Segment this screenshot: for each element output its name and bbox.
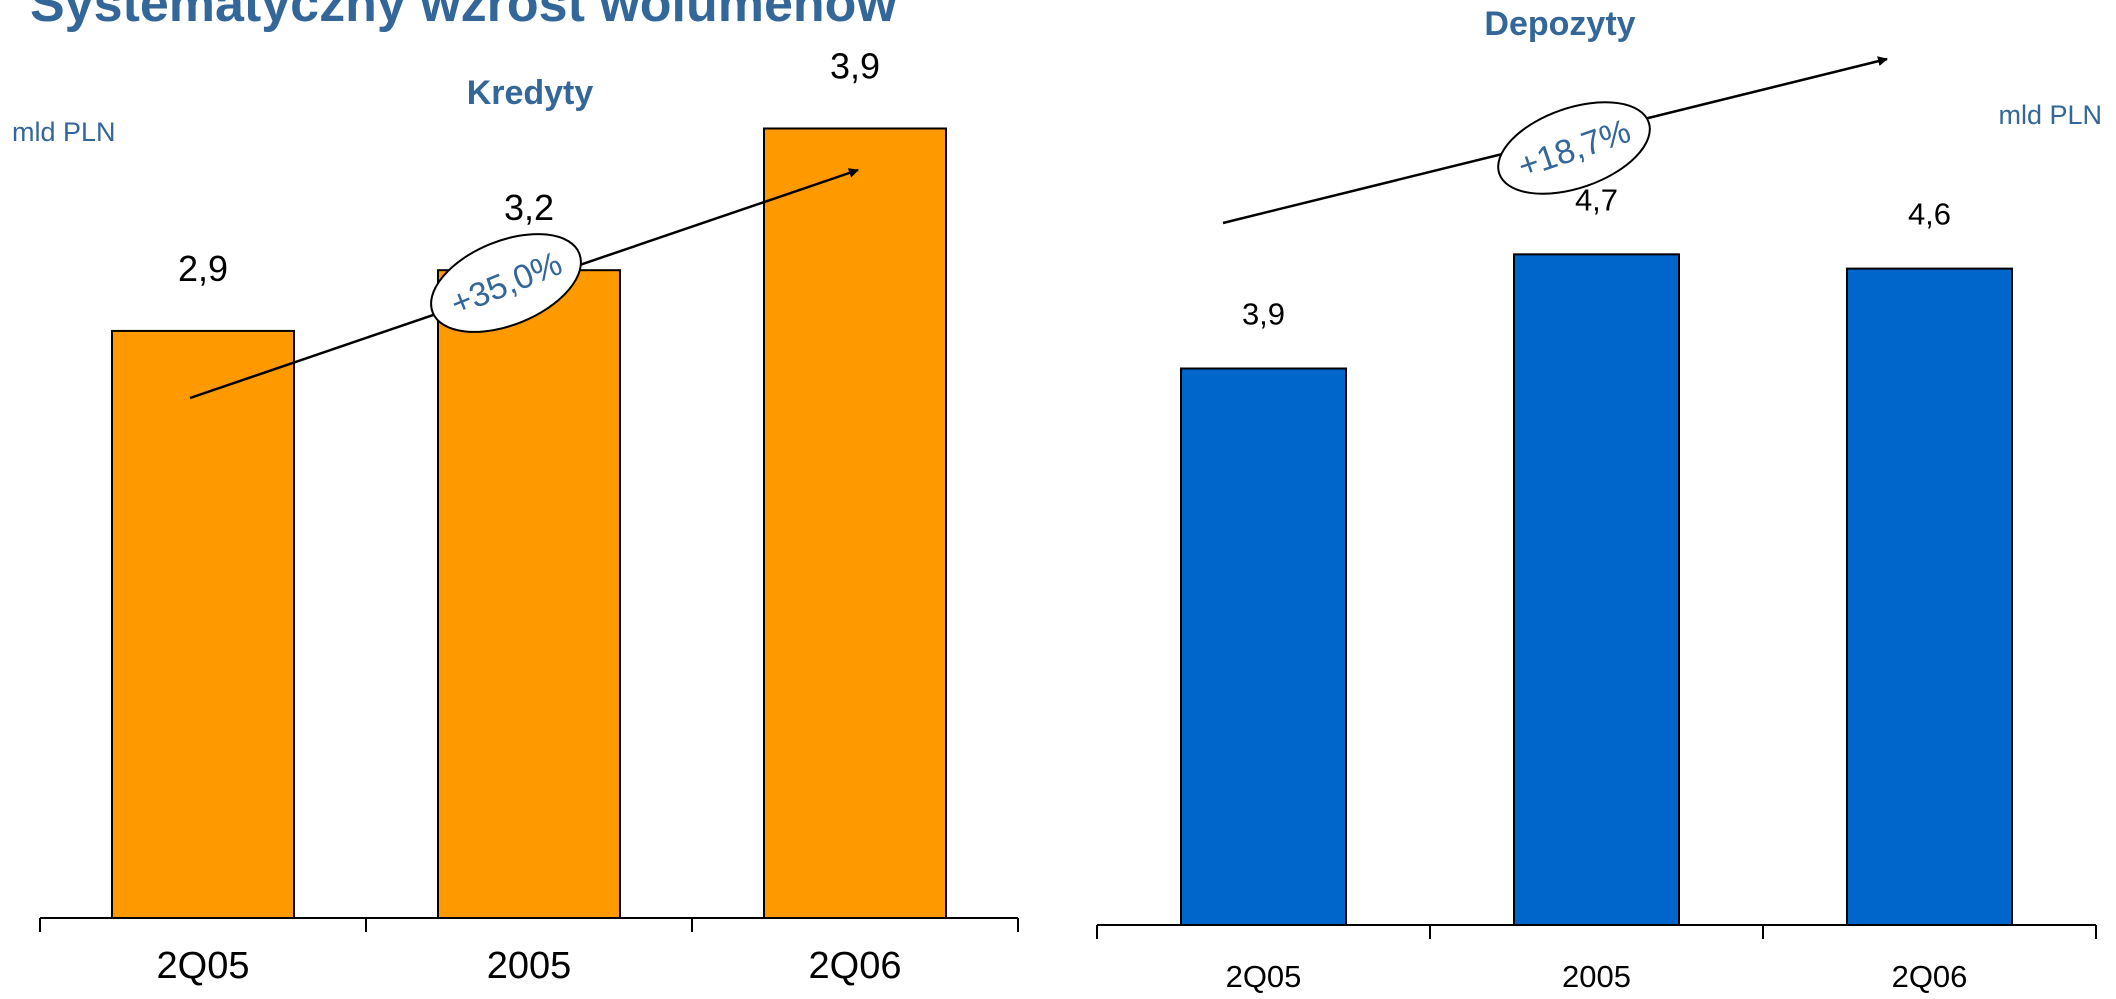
deposits-category-label: 2Q05	[1226, 959, 1302, 994]
loans-bar	[111, 329, 295, 919]
loans-growth-ellipse	[430, 233, 582, 333]
loans-chart-title: Kredyty	[467, 74, 594, 112]
deposits-category-label: 2Q06	[1892, 959, 1968, 994]
loans-bar	[437, 269, 621, 919]
loans-category-label: 2Q05	[157, 945, 250, 987]
loans-value-label: 2,9	[178, 248, 228, 289]
deposits-chart-title: Depozyty	[1484, 5, 1635, 43]
page-title: Systematyczny wzrost wolumenów	[30, 0, 897, 33]
deposits-value-label: 4,6	[1908, 197, 1951, 232]
loans-value-label: 3,9	[830, 45, 880, 86]
deposits-bar	[1846, 267, 2013, 927]
loans-category-label: 2Q06	[809, 945, 902, 987]
loans-bar	[763, 127, 947, 920]
deposits-growth-ellipse	[1497, 101, 1651, 195]
loans-value-label: 3,2	[504, 187, 554, 228]
deposits-category-label: 2005	[1562, 959, 1631, 994]
deposits-growth-badge: +18,7%	[1497, 101, 1651, 195]
deposits-value-label: 3,9	[1242, 297, 1285, 332]
deposits-unit-label: mld PLN	[1998, 100, 2102, 130]
loans-unit-label: mld PLN	[12, 117, 116, 147]
loans-category-label: 2005	[487, 945, 572, 987]
deposits-bar	[1180, 367, 1347, 926]
deposits-bar	[1513, 253, 1680, 927]
